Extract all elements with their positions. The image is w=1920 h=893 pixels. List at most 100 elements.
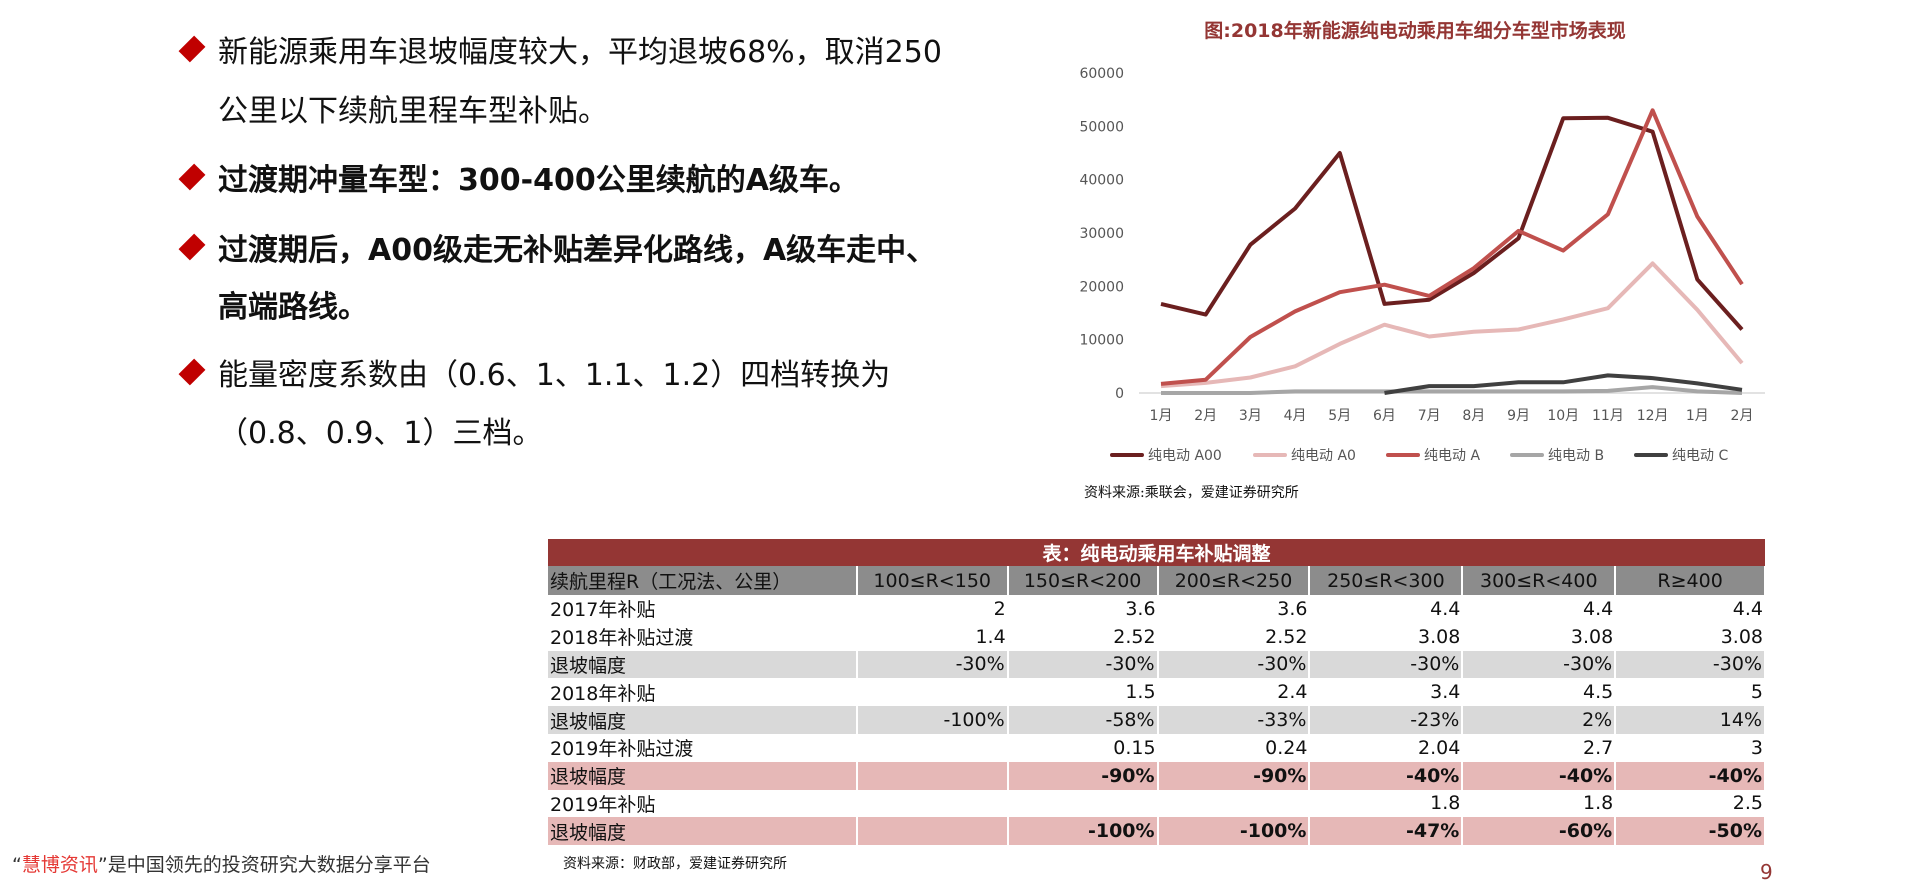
table-cell: -50% bbox=[1615, 817, 1766, 846]
table-cell: 2.5 bbox=[1732, 792, 1763, 815]
table-cell: 退坡幅度 bbox=[548, 817, 858, 846]
table-cell: -30% bbox=[856, 650, 1009, 679]
table-row: 退坡幅度 -100% -100% -47% -60% -50% bbox=[548, 817, 1766, 846]
quote: “ bbox=[12, 854, 22, 876]
table-row: 2018年补贴 1.5 2.4 3.4 4.5 5 bbox=[548, 678, 1765, 706]
table-cell: 2019年补贴过渡 bbox=[550, 738, 694, 761]
y-tick-label: 20000 bbox=[1079, 279, 1124, 295]
diamond-bullet-icon bbox=[178, 163, 206, 191]
table-cell: 4.4 bbox=[1732, 597, 1763, 620]
legend-label: 纯电动 C bbox=[1672, 448, 1728, 464]
table-cell: 2019年补贴 bbox=[550, 793, 656, 816]
table-cell: 4.5 bbox=[1583, 681, 1614, 704]
table-cell: 2.4 bbox=[1277, 681, 1308, 704]
bullet-text: 过渡期后，A00级走无补贴差异化路线，A级车走中、 bbox=[218, 233, 937, 268]
table-cell: -58% bbox=[1007, 706, 1159, 734]
table-header: 续航里程R（工况法、公里） 100≤R<150 150≤R<200 200≤R<250… bbox=[548, 566, 1766, 595]
bullet-text: （0.8、0.9、1）三档。 bbox=[218, 416, 543, 451]
table-cell: 3.4 bbox=[1430, 681, 1461, 704]
column-header: 100≤R<150 bbox=[856, 566, 1009, 595]
chart-title: 图:2018年新能源纯电动乘用车细分车型市场表现 bbox=[1204, 20, 1626, 42]
table-source: 资料来源：财政部，爱建证券研究所 bbox=[563, 856, 787, 872]
series-line-2 bbox=[1160, 108, 1744, 386]
diamond-bullet-icon bbox=[178, 233, 206, 261]
table-cell: 0.24 bbox=[1265, 736, 1308, 759]
table-cell bbox=[857, 790, 1008, 818]
x-tick-label: 4月 bbox=[1284, 408, 1307, 424]
table-cell: 1.4 bbox=[975, 625, 1006, 648]
table-cell: 4.4 bbox=[1430, 597, 1461, 620]
series-line-1 bbox=[1160, 261, 1744, 389]
table-cell: 2.52 bbox=[1265, 625, 1308, 648]
table-row: 退坡幅度 -100% -58% -33% -23% 2% 14% bbox=[548, 706, 1766, 734]
table-cell: 3.6 bbox=[1125, 597, 1156, 620]
table-cell bbox=[857, 678, 1008, 706]
table-row: 2019年补贴过渡 0.15 0.24 2.04 2.7 3 bbox=[548, 734, 1765, 762]
table-cell: 退坡幅度 bbox=[548, 706, 858, 734]
table-cell: 1.5 bbox=[1125, 681, 1156, 704]
x-tick-label: 7月 bbox=[1418, 408, 1441, 424]
table-cell: 2 bbox=[993, 597, 1006, 620]
table-cell: 退坡幅度 bbox=[548, 650, 858, 679]
legend-label: 纯电动 A bbox=[1424, 448, 1480, 464]
table-cell: 2018年补贴过渡 bbox=[550, 627, 694, 650]
brand-name: 慧博资讯 bbox=[21, 854, 98, 876]
bullet-text: 过渡期冲量车型：300-400公里续航的A级车。 bbox=[218, 163, 859, 198]
column-header: R≥400 bbox=[1615, 566, 1766, 595]
table-cell: 4.4 bbox=[1583, 597, 1614, 620]
table-cell: 3.6 bbox=[1277, 597, 1308, 620]
x-tick-label: 12月 bbox=[1637, 408, 1669, 424]
table-cell: -30% bbox=[1157, 650, 1311, 679]
page-number: 9 bbox=[1760, 860, 1773, 884]
table-cell: -90% bbox=[1157, 761, 1311, 790]
table-cell: -40% bbox=[1309, 761, 1464, 790]
x-tick-label: 8月 bbox=[1462, 408, 1485, 424]
y-tick-label: 40000 bbox=[1079, 173, 1124, 189]
x-tick-label: 3月 bbox=[1239, 408, 1262, 424]
diamond-bullet-icon bbox=[178, 35, 206, 63]
table-cell bbox=[1008, 790, 1158, 818]
x-tick-label: 11月 bbox=[1592, 408, 1624, 424]
bullet-text: 高端路线。 bbox=[218, 290, 368, 325]
table-cell: 2017年补贴 bbox=[550, 599, 656, 622]
column-header: 250≤R<300 bbox=[1309, 566, 1464, 595]
table-row: 2017年补贴 2 3.6 3.6 4.4 4.4 4.4 bbox=[548, 595, 1765, 623]
line-chart: 0 10000 20000 30000 40000 50000 60000 1月 2月 3月 4月 5… bbox=[1079, 66, 1765, 464]
x-tick-label: 10月 bbox=[1547, 408, 1579, 424]
table-cell: 3.08 bbox=[1720, 625, 1763, 648]
table-cell: -100% bbox=[1007, 817, 1159, 846]
legend-label: 纯电动 A00 bbox=[1148, 448, 1222, 464]
table-cell bbox=[856, 761, 1009, 790]
table-row: 退坡幅度 -30% -30% -30% -30% -30% -30% bbox=[548, 650, 1766, 679]
table-cell: 0.15 bbox=[1113, 736, 1156, 759]
y-tick-label: 50000 bbox=[1079, 119, 1124, 135]
table-cell: -90% bbox=[1007, 761, 1159, 790]
table-cell: -100% bbox=[1157, 817, 1311, 846]
column-header: 300≤R<400 bbox=[1462, 566, 1617, 595]
column-header: 续航里程R（工况法、公里） bbox=[548, 566, 858, 595]
table-row: 2019年补贴 1.8 1.8 2.5 bbox=[548, 790, 1765, 818]
table-cell: 3.08 bbox=[1570, 625, 1614, 648]
table-cell: 2.04 bbox=[1418, 736, 1461, 759]
table-cell: -60% bbox=[1462, 817, 1617, 846]
table-cell bbox=[856, 817, 1009, 846]
table-cell: -23% bbox=[1309, 706, 1464, 734]
table-cell: 2.52 bbox=[1113, 625, 1156, 648]
y-tick-label: 30000 bbox=[1079, 226, 1124, 242]
table-cell: -30% bbox=[1309, 650, 1464, 679]
quote: ” bbox=[97, 854, 108, 876]
x-tick-label: 1月 bbox=[1150, 408, 1173, 424]
diamond-bullet-icon bbox=[178, 358, 206, 386]
column-header: 200≤R<250 bbox=[1157, 566, 1311, 595]
x-tick-label: 5月 bbox=[1328, 408, 1351, 424]
series-line-3 bbox=[1161, 385, 1743, 395]
y-tick-label: 60000 bbox=[1079, 66, 1124, 82]
table-cell: -33% bbox=[1157, 706, 1311, 734]
x-tick-label: 1月 bbox=[1686, 408, 1709, 424]
table-cell: 14% bbox=[1615, 706, 1766, 734]
x-tick-label: 2月 bbox=[1194, 408, 1217, 424]
table-cell: 1.8 bbox=[1583, 792, 1614, 815]
bullet-text: 新能源乘用车退坡幅度较大，平均退坡68%，取消250 bbox=[218, 35, 942, 70]
table-cell: -30% bbox=[1615, 650, 1766, 679]
table-row: 2018年补贴过渡 1.4 2.52 2.52 3.08 3.08 3.08 bbox=[548, 623, 1765, 651]
